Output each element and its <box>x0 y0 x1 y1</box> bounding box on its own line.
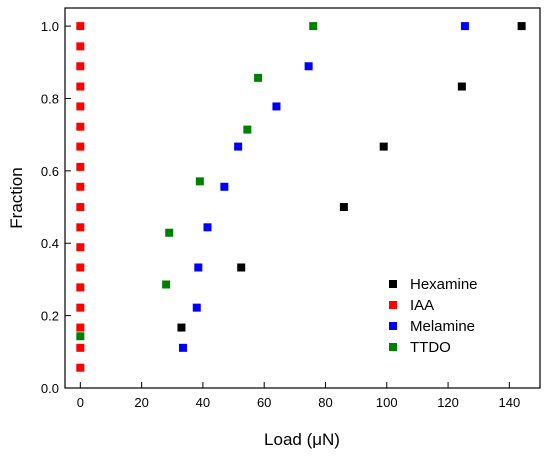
hexamine-point <box>339 203 348 212</box>
melamine-point <box>304 62 313 71</box>
x-axis-title: Load (μN) <box>264 430 340 449</box>
iaa-point <box>76 303 85 312</box>
ttdo-point <box>309 22 318 31</box>
legend-marker-melamine <box>389 322 397 330</box>
iaa-point <box>76 323 85 332</box>
melamine-point <box>192 303 201 312</box>
x-tick-label: 80 <box>318 395 332 410</box>
hexamine-point <box>517 22 526 31</box>
y-tick-label: 0.2 <box>41 309 59 324</box>
iaa-point <box>76 263 85 272</box>
iaa-point <box>76 82 85 91</box>
hexamine-point <box>177 323 186 332</box>
y-tick-label: 0.4 <box>41 236 59 251</box>
ttdo-point <box>254 73 263 82</box>
iaa-point <box>76 22 85 31</box>
x-tick-label: 20 <box>134 395 148 410</box>
legend-label-ttdo: TTDO <box>410 339 451 356</box>
y-tick-label: 0.6 <box>41 164 59 179</box>
y-tick-label: 0.8 <box>41 91 59 106</box>
melamine-point <box>178 343 187 352</box>
iaa-point <box>76 102 85 111</box>
y-tick-label: 0.0 <box>41 381 59 396</box>
x-tick-label: 60 <box>257 395 271 410</box>
hexamine-point <box>379 142 388 151</box>
iaa-point <box>76 122 85 131</box>
ttdo-point <box>162 280 171 289</box>
iaa-point <box>76 62 85 71</box>
legend-label-hexamine: Hexamine <box>410 276 478 293</box>
iaa-point <box>76 182 85 191</box>
melamine-point <box>203 223 212 232</box>
legend-marker-iaa <box>389 301 397 309</box>
iaa-point <box>76 42 85 51</box>
iaa-point <box>76 283 85 292</box>
melamine-point <box>220 182 229 191</box>
iaa-point <box>76 162 85 171</box>
melamine-point <box>194 263 203 272</box>
x-tick-label: 0 <box>77 395 84 410</box>
hexamine-point <box>457 82 466 91</box>
iaa-point <box>76 243 85 252</box>
iaa-point <box>76 363 85 372</box>
x-tick-label: 40 <box>196 395 210 410</box>
iaa-point <box>76 142 85 151</box>
y-axis-title: Fraction <box>7 167 26 228</box>
ttdo-point <box>76 332 85 341</box>
ttdo-point <box>243 125 252 134</box>
melamine-point <box>272 102 281 111</box>
ttdo-point <box>195 177 204 186</box>
plot-frame <box>64 7 541 389</box>
axis-ticks: 0 20 40 60 80 100 120 140 0.0 0.2 0.4 0.6 0.8 1.0 <box>41 19 520 410</box>
iaa-point <box>76 203 85 212</box>
legend-label-iaa: IAA <box>410 297 434 314</box>
y-tick-label: 1.0 <box>41 19 59 34</box>
legend-label-melamine: Melamine <box>410 318 475 335</box>
melamine-point <box>460 22 469 31</box>
iaa-point <box>76 223 85 232</box>
legend-marker-hexamine <box>389 280 397 288</box>
x-tick-label: 140 <box>499 395 521 410</box>
legend-marker-ttdo <box>389 343 397 351</box>
legend: Hexamine IAA Melamine TTDO <box>389 276 478 356</box>
iaa-point <box>76 343 85 352</box>
hexamine-point <box>237 263 246 272</box>
x-tick-label: 120 <box>437 395 459 410</box>
x-tick-label: 100 <box>376 395 398 410</box>
data-marks <box>76 22 526 372</box>
melamine-point <box>234 142 243 151</box>
ttdo-point <box>165 228 174 237</box>
